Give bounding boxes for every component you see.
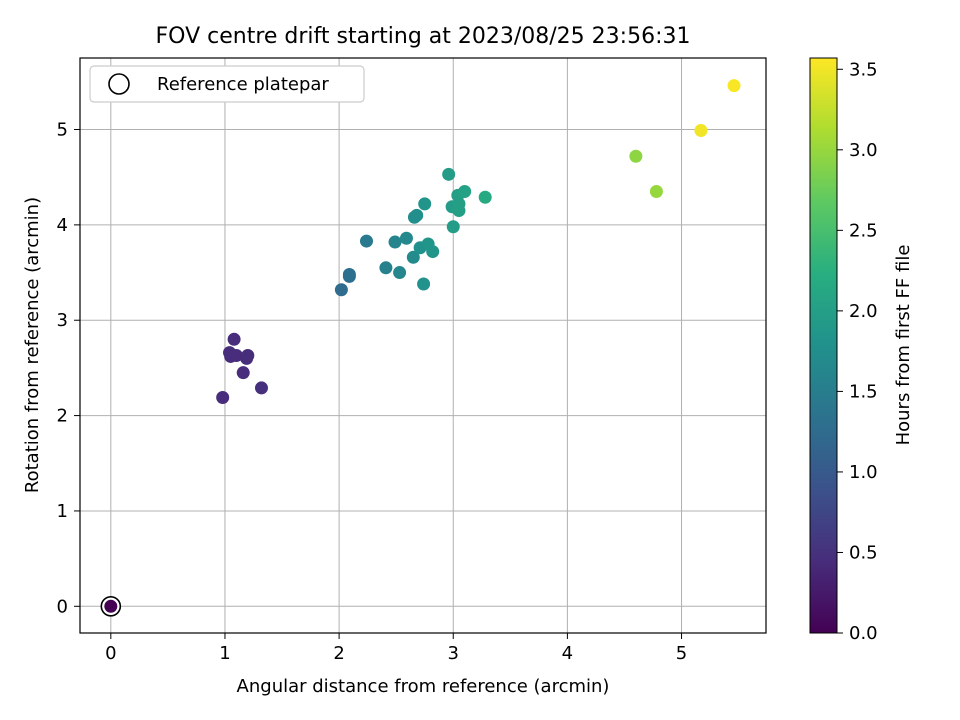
colorbar: 0.0 0.5 1.0 1.5 2.0 2.5 3.0 3.5 Hours from firs… (809, 57, 914, 644)
data-point (379, 261, 393, 275)
y-tick-label: 1 (57, 501, 68, 522)
data-point (446, 220, 460, 234)
data-point (727, 79, 741, 93)
data-point (393, 266, 407, 280)
data-point (216, 390, 230, 404)
legend-entry-reference-platepar: Reference platepar (157, 74, 329, 95)
data-point (694, 123, 708, 137)
chart-title: FOV centre drift starting at 2023/08/25 … (156, 24, 691, 49)
data-point (388, 235, 402, 249)
data-point (342, 267, 356, 281)
data-point (458, 184, 472, 198)
colorbar-tick-label: 1.5 (849, 381, 878, 402)
colorbar-tick-label: 0.5 (849, 542, 878, 563)
x-tick-label: 4 (562, 643, 573, 664)
data-point (426, 245, 440, 259)
data-point (452, 197, 466, 211)
colorbar-tick-label: 3.0 (849, 140, 878, 161)
data-point (236, 366, 250, 380)
data-point (334, 283, 348, 297)
x-tick-label: 0 (105, 643, 116, 664)
colorbar-tick-label: 3.5 (849, 59, 878, 80)
y-tick-label: 0 (57, 596, 68, 617)
legend: Reference platepar (89, 65, 365, 103)
plot-frame (79, 57, 767, 634)
data-point (418, 197, 432, 211)
colorbar-gradient (809, 57, 838, 634)
data-point (629, 149, 643, 163)
y-tick-label: 3 (57, 310, 68, 331)
data-point (241, 349, 255, 363)
y-tick-label: 5 (57, 120, 68, 141)
colorbar-label: Hours from first FF file (893, 245, 914, 446)
data-point (406, 250, 420, 264)
x-axis-label: Angular distance from reference (arcmin) (237, 676, 610, 697)
y-tick-label: 2 (57, 406, 68, 427)
data-point (417, 277, 431, 291)
x-tick-label: 1 (219, 643, 230, 664)
grid-lines (80, 58, 766, 633)
data-point (478, 190, 492, 204)
colorbar-tick-label: 1.0 (849, 462, 878, 483)
data-point (254, 381, 268, 395)
y-tick-label: 4 (57, 215, 68, 236)
x-tick-label: 3 (448, 643, 459, 664)
data-point (399, 231, 413, 245)
axis-ticks: 0 1 2 3 4 5 0 1 2 3 4 5 (57, 120, 688, 664)
data-point (410, 208, 424, 222)
legend-box (89, 65, 365, 103)
colorbar-ticks: 0.0 0.5 1.0 1.5 2.0 2.5 3.0 3.5 (837, 59, 878, 644)
reference-data-point (104, 599, 118, 613)
data-point (227, 332, 241, 346)
colorbar-tick-label: 2.5 (849, 220, 878, 241)
y-axis-label: Rotation from reference (arcmin) (22, 197, 43, 493)
colorbar-tick-label: 0.0 (849, 623, 878, 644)
data-point (442, 167, 456, 181)
x-tick-label: 2 (333, 643, 344, 664)
data-point (229, 349, 243, 363)
colorbar-tick-label: 2.0 (849, 301, 878, 322)
data-point (649, 184, 663, 198)
legend-marker (108, 73, 130, 95)
data-point (359, 234, 373, 248)
x-tick-label: 5 (676, 643, 687, 664)
scatter-points (100, 79, 741, 617)
